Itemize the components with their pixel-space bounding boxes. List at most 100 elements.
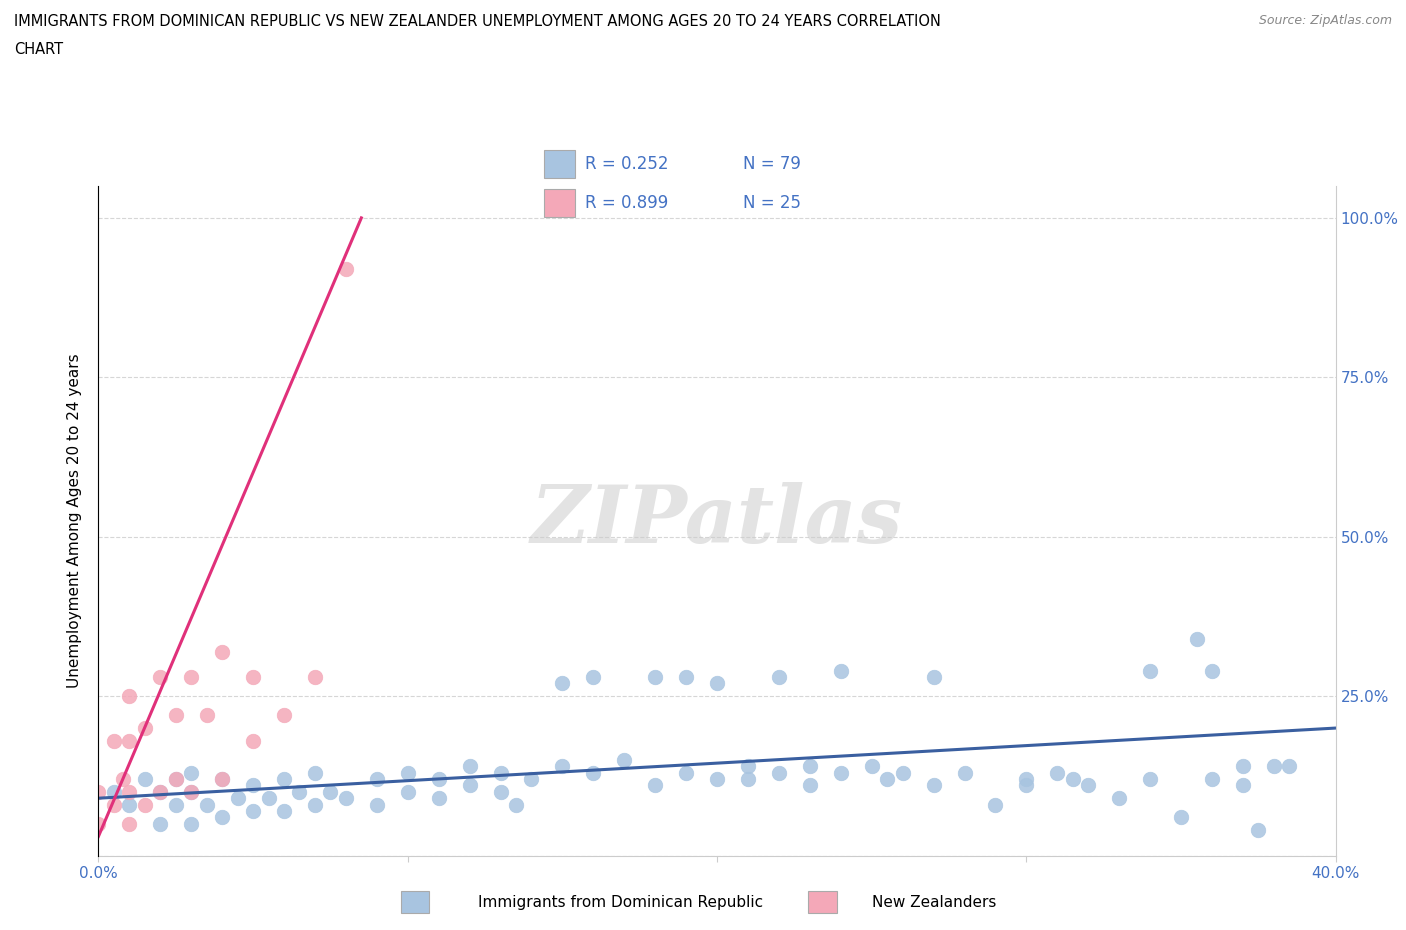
Point (366, 772, 388, 787)
Point (396, 765, 419, 780)
Point (103, 734, 125, 749)
Text: N = 25: N = 25 (744, 194, 801, 212)
Point (226, 790, 249, 805)
Point (304, 765, 326, 780)
Point (366, 797, 388, 812)
Point (922, 778, 945, 793)
Point (195, 797, 218, 812)
Point (489, 784, 512, 799)
Text: ZIPatlas: ZIPatlas (531, 482, 903, 560)
Point (165, 772, 187, 787)
Point (335, 790, 357, 805)
Point (1139, 663, 1161, 678)
Point (891, 765, 914, 780)
Point (118, 734, 141, 749)
Point (1201, 772, 1223, 787)
FancyBboxPatch shape (544, 150, 575, 179)
Point (1077, 778, 1099, 793)
Point (134, 721, 156, 736)
Point (1247, 823, 1270, 838)
Point (706, 676, 728, 691)
Point (180, 784, 202, 799)
Point (737, 772, 759, 787)
Point (242, 804, 264, 818)
Point (1015, 772, 1038, 787)
Text: R = 0.252: R = 0.252 (585, 155, 668, 173)
Point (180, 817, 202, 831)
Point (118, 689, 141, 704)
Point (1170, 810, 1192, 825)
Point (644, 778, 666, 793)
Point (489, 765, 512, 780)
Point (149, 817, 172, 831)
Point (211, 644, 233, 659)
Point (830, 765, 852, 780)
Point (922, 670, 945, 684)
Point (165, 708, 187, 723)
Point (1263, 759, 1285, 774)
Point (876, 772, 898, 787)
Point (165, 772, 187, 787)
Point (242, 778, 264, 793)
Point (551, 676, 574, 691)
Point (984, 797, 1007, 812)
Point (1232, 759, 1254, 774)
Point (613, 752, 636, 767)
Point (257, 790, 280, 805)
Y-axis label: Unemployment Among Ages 20 to 24 years: Unemployment Among Ages 20 to 24 years (67, 353, 83, 688)
Point (149, 670, 172, 684)
Point (675, 765, 697, 780)
Point (242, 734, 264, 749)
Point (180, 765, 202, 780)
Text: IMMIGRANTS FROM DOMINICAN REPUBLIC VS NEW ZEALANDER UNEMPLOYMENT AMONG AGES 20 T: IMMIGRANTS FROM DOMINICAN REPUBLIC VS NE… (14, 14, 941, 29)
Point (505, 797, 527, 812)
Point (1232, 778, 1254, 793)
Point (304, 797, 326, 812)
Point (273, 772, 295, 787)
Point (288, 784, 311, 799)
Point (180, 784, 202, 799)
Point (242, 670, 264, 684)
Point (134, 772, 156, 787)
Point (103, 784, 125, 799)
Text: CHART: CHART (14, 42, 63, 57)
Point (273, 804, 295, 818)
Point (1015, 778, 1038, 793)
Point (118, 817, 141, 831)
Point (1062, 772, 1084, 787)
Point (195, 708, 218, 723)
Point (860, 759, 883, 774)
Point (427, 772, 450, 787)
Point (180, 670, 202, 684)
Text: Source: ZipAtlas.com: Source: ZipAtlas.com (1258, 14, 1392, 27)
Point (953, 765, 976, 780)
Point (149, 784, 172, 799)
Point (319, 784, 342, 799)
Point (1185, 631, 1208, 646)
Point (706, 772, 728, 787)
Point (768, 670, 790, 684)
Point (768, 765, 790, 780)
Point (1139, 772, 1161, 787)
Point (799, 759, 821, 774)
Point (165, 797, 187, 812)
Point (103, 797, 125, 812)
Point (1108, 790, 1130, 805)
Point (335, 261, 357, 276)
FancyBboxPatch shape (544, 189, 575, 218)
Point (1046, 765, 1069, 780)
Point (304, 670, 326, 684)
Point (458, 778, 481, 793)
Point (396, 784, 419, 799)
Text: R = 0.899: R = 0.899 (585, 194, 668, 212)
Point (134, 797, 156, 812)
Point (830, 663, 852, 678)
Point (87, 784, 110, 799)
Point (112, 772, 135, 787)
Point (118, 784, 141, 799)
Point (551, 759, 574, 774)
Point (211, 810, 233, 825)
Point (644, 670, 666, 684)
Point (737, 759, 759, 774)
Point (87, 817, 110, 831)
